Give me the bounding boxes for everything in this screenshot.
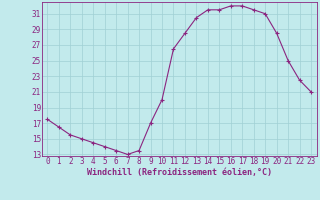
X-axis label: Windchill (Refroidissement éolien,°C): Windchill (Refroidissement éolien,°C) bbox=[87, 168, 272, 177]
